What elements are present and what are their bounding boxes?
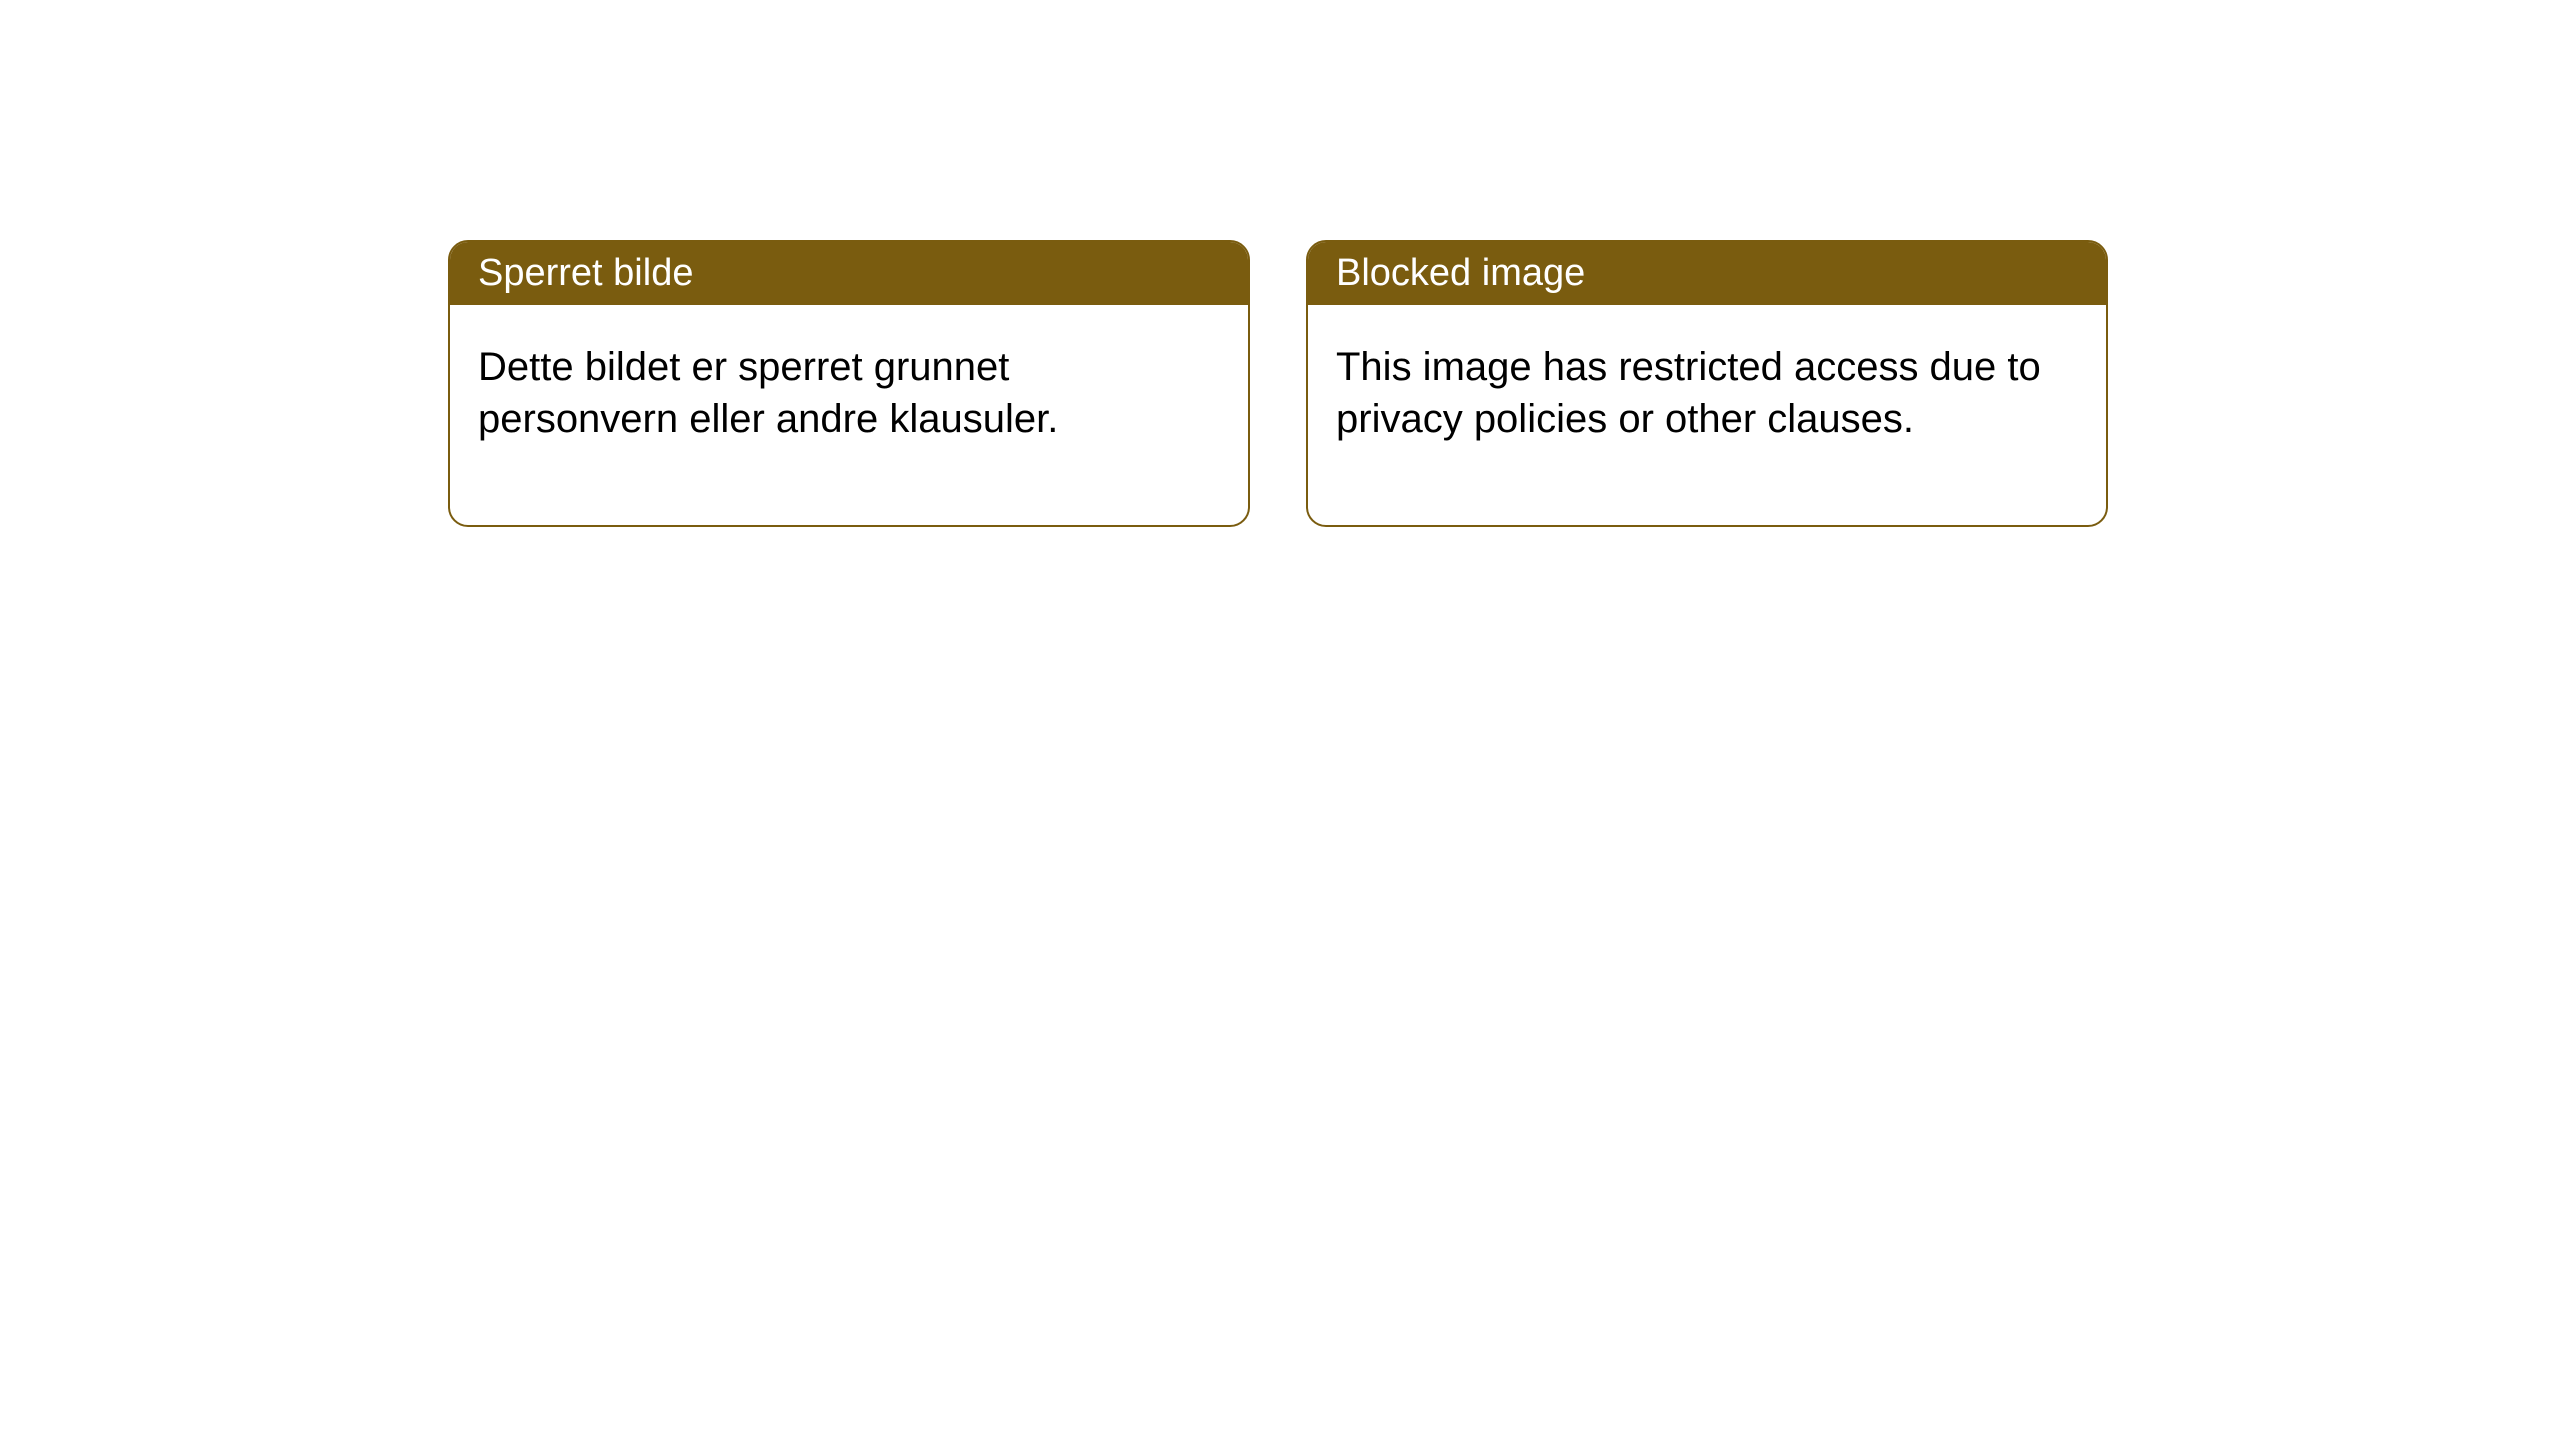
notice-cards-container: Sperret bilde Dette bildet er sperret gr…	[448, 240, 2108, 527]
card-header: Sperret bilde	[450, 242, 1248, 305]
card-body: Dette bildet er sperret grunnet personve…	[450, 305, 1248, 525]
card-body-text: Dette bildet er sperret grunnet personve…	[478, 345, 1058, 441]
card-body-text: This image has restricted access due to …	[1336, 345, 2041, 441]
notice-card-norwegian: Sperret bilde Dette bildet er sperret gr…	[448, 240, 1250, 527]
card-body: This image has restricted access due to …	[1308, 305, 2106, 525]
notice-card-english: Blocked image This image has restricted …	[1306, 240, 2108, 527]
card-header-text: Blocked image	[1336, 252, 1585, 294]
card-header: Blocked image	[1308, 242, 2106, 305]
card-header-text: Sperret bilde	[478, 252, 693, 294]
